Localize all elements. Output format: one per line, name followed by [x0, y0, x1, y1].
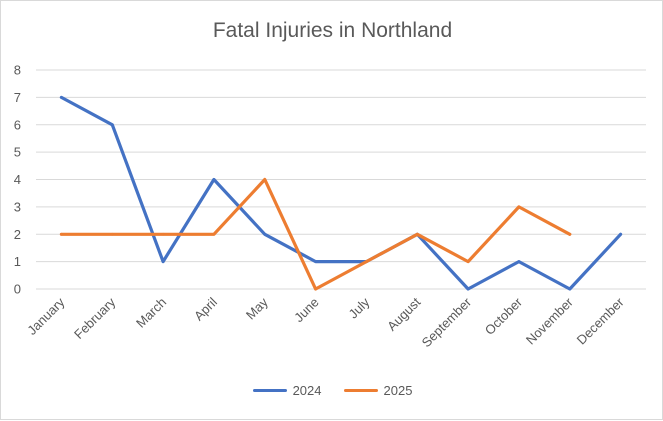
point-2025-november [568, 232, 572, 236]
series-line-2024 [59, 95, 623, 291]
point-2024-january [60, 95, 63, 99]
point-2025-july [365, 260, 368, 264]
y-tick-label-6: 6 [14, 117, 21, 132]
y-tick-label-1: 1 [14, 254, 21, 269]
point-2024-february [110, 123, 114, 127]
point-2025-january [60, 232, 63, 236]
point-2025-june [314, 287, 317, 291]
x-tick-label-january: January [24, 294, 68, 338]
legend-label-2025: 2025 [383, 383, 413, 398]
x-tick-label-march: March [133, 295, 169, 331]
legend-item-2024: 2024 [252, 383, 322, 398]
grid-lines [36, 69, 646, 290]
y-tick-label-3: 3 [14, 199, 21, 214]
legend-swatch-2025 [343, 389, 378, 392]
legend-swatch-2024 [252, 389, 287, 392]
point-2025-may [263, 178, 267, 181]
x-tick-label-june: June [291, 295, 322, 326]
legend-label-2024: 2024 [292, 383, 322, 398]
x-tick-label-december: December [574, 294, 627, 347]
chart-title: Fatal Injuries in Northland [212, 19, 453, 42]
y-axis-ticks: 0 1 2 3 4 5 6 7 8 [14, 63, 21, 297]
point-2024-december [619, 232, 622, 236]
y-tick-label-7: 7 [14, 90, 21, 105]
y-tick-label-0: 0 [14, 282, 21, 297]
x-tick-label-july: July [346, 294, 373, 321]
x-tick-label-october: October [482, 294, 526, 338]
x-tick-label-may: May [243, 294, 271, 322]
point-2025-august [415, 232, 419, 236]
point-2024-may [263, 232, 267, 236]
point-2024-june [314, 260, 317, 264]
y-tick-label-2: 2 [14, 227, 21, 242]
point-2024-october [517, 260, 521, 264]
legend-item-2025: 2025 [343, 383, 413, 398]
y-tick-label-8: 8 [14, 63, 21, 78]
x-tick-label-april: April [191, 294, 220, 323]
x-tick-label-september: September [419, 294, 475, 350]
point-2025-september [466, 260, 470, 264]
point-2025-april [212, 232, 216, 236]
x-axis-ticks: January February March April May June July Augu… [24, 294, 627, 350]
point-2025-march [161, 232, 165, 236]
point-2024-march [161, 260, 165, 264]
x-tick-label-august: August [384, 294, 423, 333]
x-tick-label-november: November [523, 294, 576, 347]
y-tick-label-4: 4 [14, 172, 21, 187]
series-lines [59, 95, 623, 291]
point-2024-november [568, 287, 572, 291]
point-2024-september [466, 287, 470, 291]
y-tick-label-5: 5 [14, 145, 21, 160]
x-tick-label-february: February [71, 294, 119, 342]
point-2024-april [212, 178, 216, 181]
legend: 2024 2025 [1, 383, 663, 398]
point-2025-february [110, 232, 114, 236]
point-2025-october [517, 205, 521, 209]
